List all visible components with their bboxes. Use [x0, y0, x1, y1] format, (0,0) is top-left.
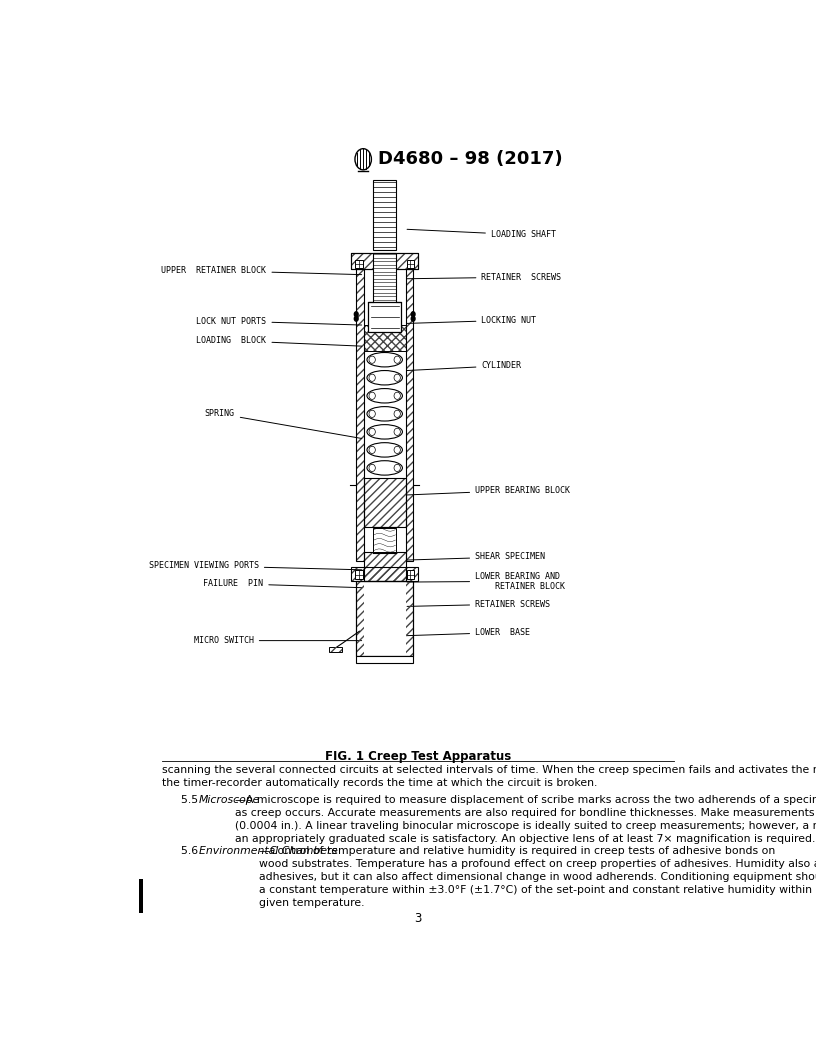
Circle shape [411, 312, 415, 317]
Text: LOADING  BLOCK: LOADING BLOCK [197, 336, 361, 346]
Bar [406, 269, 413, 561]
Bar [373, 180, 396, 249]
Bar [406, 570, 414, 579]
Bar [357, 269, 364, 561]
Text: SPRING: SPRING [205, 410, 361, 438]
Bar [352, 567, 418, 581]
Bar [352, 252, 418, 269]
Ellipse shape [367, 407, 402, 421]
Bar [373, 528, 396, 552]
Bar [368, 302, 401, 333]
Ellipse shape [369, 410, 375, 417]
Bar [357, 657, 413, 663]
Text: LOADING SHAFT: LOADING SHAFT [407, 229, 556, 240]
Text: UPPER BEARING BLOCK: UPPER BEARING BLOCK [407, 486, 570, 495]
Ellipse shape [394, 410, 401, 417]
Text: LOWER BEARING AND
    RETAINER BLOCK: LOWER BEARING AND RETAINER BLOCK [407, 571, 565, 591]
Bar [406, 581, 413, 657]
Ellipse shape [367, 389, 402, 403]
Text: LOWER  BASE: LOWER BASE [407, 628, 530, 637]
Bar [373, 252, 396, 308]
Text: CYLINDER: CYLINDER [407, 361, 521, 371]
Bar [355, 260, 363, 267]
Bar [364, 478, 406, 527]
Text: Microscope: Microscope [199, 795, 260, 805]
Bar [406, 260, 414, 267]
Circle shape [411, 317, 415, 321]
Ellipse shape [394, 465, 401, 472]
Ellipse shape [369, 374, 375, 381]
Text: RETAINER SCREWS: RETAINER SCREWS [407, 600, 550, 608]
Ellipse shape [369, 356, 375, 363]
Ellipse shape [367, 371, 402, 385]
Ellipse shape [369, 429, 375, 435]
Text: FIG. 1 Creep Test Apparatus: FIG. 1 Creep Test Apparatus [325, 751, 512, 763]
Bar [364, 325, 406, 351]
Ellipse shape [367, 425, 402, 439]
Ellipse shape [367, 442, 402, 457]
Text: SPECIMEN VIEWING PORTS: SPECIMEN VIEWING PORTS [149, 562, 361, 570]
Text: scanning the several connected circuits at selected intervals of time. When the : scanning the several connected circuits … [162, 765, 816, 788]
Bar [139, 879, 143, 913]
Text: Environmental Chambers: Environmental Chambers [199, 846, 337, 856]
Text: LOCKING NUT: LOCKING NUT [407, 316, 536, 325]
Text: UPPER  RETAINER BLOCK: UPPER RETAINER BLOCK [162, 266, 361, 276]
Ellipse shape [367, 353, 402, 366]
Ellipse shape [394, 447, 401, 453]
Bar [329, 647, 342, 652]
Text: SHEAR SPECIMEN: SHEAR SPECIMEN [407, 552, 545, 562]
Ellipse shape [394, 374, 401, 381]
Text: —Control of temperature and relative humidity is required in creep tests of adhe: —Control of temperature and relative hum… [259, 846, 816, 907]
Ellipse shape [394, 392, 401, 399]
Text: RETAINER  SCREWS: RETAINER SCREWS [407, 272, 561, 282]
Text: D4680 – 98 (2017): D4680 – 98 (2017) [378, 150, 562, 168]
Bar [357, 269, 364, 561]
Bar [329, 647, 342, 652]
Bar [357, 581, 413, 657]
Text: FAILURE  PIN: FAILURE PIN [203, 579, 361, 588]
Bar [352, 252, 418, 269]
Bar [352, 567, 418, 581]
Text: 5.6: 5.6 [181, 846, 205, 856]
Bar [364, 552, 406, 581]
Bar [355, 570, 363, 579]
Ellipse shape [369, 465, 375, 472]
Bar [406, 269, 413, 561]
Bar [364, 552, 406, 581]
Bar [364, 325, 406, 351]
Circle shape [354, 312, 358, 317]
Ellipse shape [394, 356, 401, 363]
Ellipse shape [369, 392, 375, 399]
Text: MICRO SWITCH: MICRO SWITCH [193, 636, 361, 645]
Ellipse shape [369, 447, 375, 453]
Ellipse shape [394, 429, 401, 435]
Ellipse shape [367, 460, 402, 475]
Bar [352, 252, 418, 269]
Bar [357, 581, 413, 657]
Bar [364, 478, 406, 527]
Bar [357, 581, 364, 657]
Text: 3: 3 [415, 912, 422, 925]
Circle shape [354, 317, 358, 321]
Text: LOCK NUT PORTS: LOCK NUT PORTS [197, 317, 361, 325]
Text: 5.5: 5.5 [181, 795, 205, 805]
Text: —A microscope is required to measure displacement of scribe marks across the two: —A microscope is required to measure dis… [236, 795, 816, 844]
